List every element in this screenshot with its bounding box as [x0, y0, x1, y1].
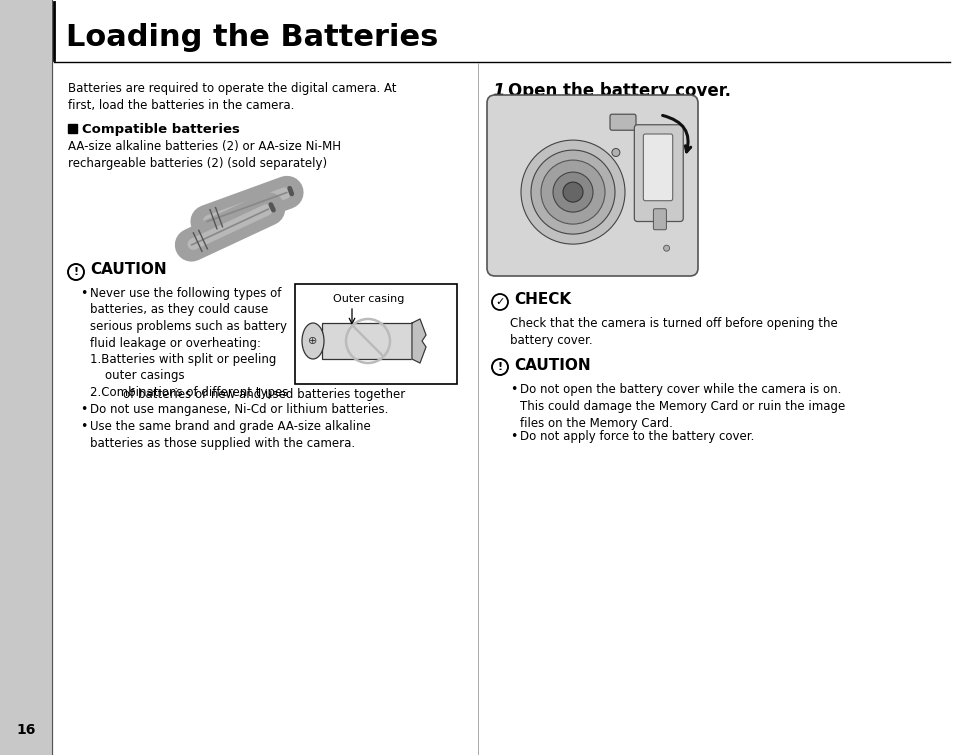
Text: of batteries or new and used batteries together: of batteries or new and used batteries t…	[108, 388, 405, 401]
Circle shape	[562, 182, 582, 202]
Circle shape	[663, 245, 669, 251]
Circle shape	[611, 149, 619, 156]
Text: •: •	[510, 383, 517, 396]
Text: •: •	[80, 403, 88, 416]
FancyBboxPatch shape	[486, 95, 698, 276]
Text: Batteries are required to operate the digital camera. At
first, load the batteri: Batteries are required to operate the di…	[68, 82, 396, 112]
Text: CHECK: CHECK	[514, 292, 571, 307]
Ellipse shape	[302, 323, 324, 359]
Text: Open the battery cover.: Open the battery cover.	[507, 82, 730, 100]
FancyBboxPatch shape	[642, 134, 672, 201]
Circle shape	[520, 140, 624, 244]
Text: CAUTION: CAUTION	[90, 263, 167, 278]
Text: Use the same brand and grade AA-size alkaline
batteries as those supplied with t: Use the same brand and grade AA-size alk…	[90, 420, 371, 449]
Text: !: !	[73, 267, 78, 277]
Text: AA-size alkaline batteries (2) or AA-size Ni-MH
rechargeable batteries (2) (sold: AA-size alkaline batteries (2) or AA-siz…	[68, 140, 340, 170]
Bar	[68, 124, 77, 133]
Circle shape	[540, 160, 604, 224]
Text: •: •	[80, 420, 88, 433]
FancyBboxPatch shape	[653, 208, 666, 230]
FancyBboxPatch shape	[634, 125, 682, 221]
Bar	[52, 0, 953, 62]
FancyBboxPatch shape	[609, 114, 636, 130]
Text: Do not apply force to the battery cover.: Do not apply force to the battery cover.	[519, 430, 754, 443]
Bar	[294, 284, 456, 384]
Text: 16: 16	[16, 723, 35, 737]
Text: Outer casing: Outer casing	[333, 294, 404, 304]
Bar	[0, 0, 52, 755]
Text: Loading the Batteries: Loading the Batteries	[66, 23, 438, 53]
Circle shape	[553, 172, 593, 212]
Text: Do not open the battery cover while the camera is on.
This could damage the Memo: Do not open the battery cover while the …	[519, 383, 844, 430]
Text: CAUTION: CAUTION	[514, 358, 590, 372]
Text: •: •	[510, 430, 517, 443]
Text: Check that the camera is turned off before opening the
battery cover.: Check that the camera is turned off befo…	[510, 317, 837, 347]
Circle shape	[531, 150, 615, 234]
Text: 1: 1	[492, 82, 504, 100]
Text: •: •	[80, 287, 88, 300]
Polygon shape	[412, 319, 426, 363]
Bar	[322, 323, 412, 359]
Text: Do not use manganese, Ni-Cd or lithium batteries.: Do not use manganese, Ni-Cd or lithium b…	[90, 403, 388, 416]
Text: Never use the following types of
batteries, as they could cause
serious problems: Never use the following types of batteri…	[90, 287, 288, 399]
Text: Compatible batteries: Compatible batteries	[82, 123, 239, 136]
Text: ⊕: ⊕	[308, 336, 317, 346]
Text: ✓: ✓	[495, 297, 504, 307]
Text: !: !	[497, 362, 502, 372]
